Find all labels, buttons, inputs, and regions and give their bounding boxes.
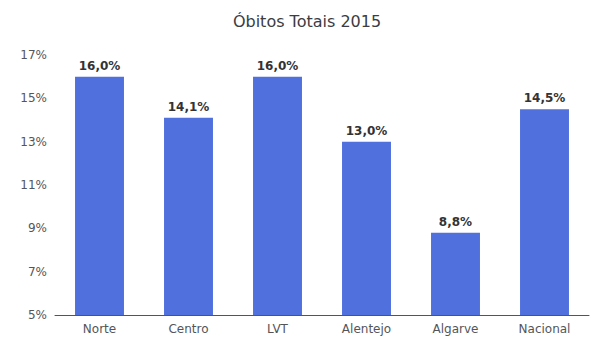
svg-text:11%: 11% bbox=[20, 178, 47, 192]
svg-text:Óbitos Totais 2015: Óbitos Totais 2015 bbox=[233, 12, 381, 31]
svg-text:16,0%: 16,0% bbox=[79, 59, 121, 73]
svg-text:Centro: Centro bbox=[168, 322, 208, 336]
svg-text:9%: 9% bbox=[28, 221, 47, 235]
svg-text:LVT: LVT bbox=[267, 322, 289, 336]
svg-text:14,5%: 14,5% bbox=[524, 91, 566, 105]
svg-text:7%: 7% bbox=[28, 265, 47, 279]
svg-text:16,0%: 16,0% bbox=[257, 59, 299, 73]
svg-text:Algarve: Algarve bbox=[433, 322, 479, 336]
svg-text:13,0%: 13,0% bbox=[346, 124, 388, 138]
svg-text:Nacional: Nacional bbox=[519, 322, 571, 336]
svg-text:13%: 13% bbox=[20, 135, 47, 149]
svg-text:Alentejo: Alentejo bbox=[342, 322, 391, 336]
svg-text:15%: 15% bbox=[20, 91, 47, 105]
svg-text:5%: 5% bbox=[28, 308, 47, 322]
svg-text:14,1%: 14,1% bbox=[168, 100, 210, 114]
svg-text:Norte: Norte bbox=[83, 322, 116, 336]
svg-text:8,8%: 8,8% bbox=[439, 215, 472, 229]
svg-text:17%: 17% bbox=[20, 48, 47, 62]
